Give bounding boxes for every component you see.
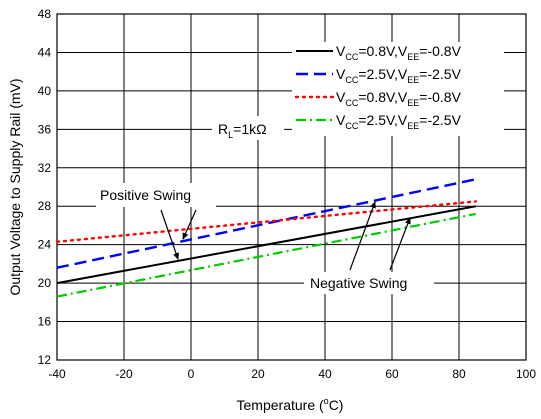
- y-tick-label: 28: [38, 199, 52, 213]
- y-tick-label: 16: [38, 315, 52, 329]
- positive-swing-arrow-lower: [160, 209, 179, 260]
- legend: VCC=0.8V,VEE=-0.8V VCC=2.5V,VEE=-2.5V VCC=…: [292, 42, 504, 136]
- positive-swing-label: Positive Swing: [100, 187, 191, 203]
- x-tick-label: 40: [318, 367, 332, 381]
- x-tick-label: 80: [452, 367, 466, 381]
- x-tick-label: -40: [48, 367, 66, 381]
- y-tick-label: 48: [38, 7, 52, 21]
- negative-swing-annotation: Negative Swing: [304, 201, 434, 294]
- legend-entry: VCC=2.5V,VEE=-2.5V: [336, 112, 462, 131]
- negative-swing-label: Negative Swing: [310, 275, 407, 291]
- x-tick-label: -20: [115, 367, 133, 381]
- legend-entry: VCC=2.5V,VEE=-2.5V: [336, 66, 462, 85]
- y-axis-label: Output Voltage to Supply Rail (mV): [7, 78, 23, 295]
- series-line-3: [55, 200, 477, 243]
- svg-text:RL=1kΩ: RL=1kΩ: [218, 121, 267, 140]
- y-tick-label: 40: [38, 84, 52, 98]
- legend-box: [292, 42, 504, 136]
- y-tick-label: 36: [38, 122, 52, 136]
- x-tick-label: 60: [385, 367, 399, 381]
- x-tick-label: 20: [251, 367, 265, 381]
- x-tick-label: 100: [516, 367, 536, 381]
- positive-swing-arrow-upper: [182, 209, 197, 240]
- legend-entry: VCC=0.8V,VEE=-0.8V: [336, 43, 462, 62]
- rl-annotation: RL=1kΩ: [212, 116, 284, 140]
- x-tick-label: 0: [188, 367, 195, 381]
- y-tick-label: 12: [38, 353, 52, 367]
- y-tick-label: 44: [38, 45, 52, 59]
- legend-entry: VCC=0.8V,VEE=-0.8V: [336, 89, 462, 108]
- tick-labels: -40 -20 0 20 40 60 80 100 12 16 20 24 28 32 36 40 44 48: [38, 7, 537, 381]
- negative-swing-arrow-left: [349, 201, 376, 271]
- y-tick-label: 24: [38, 238, 52, 252]
- negative-swing-arrow-right: [389, 217, 411, 271]
- positive-swing-annotation: Positive Swing: [96, 183, 216, 260]
- y-tick-label: 20: [38, 276, 52, 290]
- y-tick-label: 32: [38, 161, 52, 175]
- x-axis-label: Temperature (oC): [237, 396, 344, 413]
